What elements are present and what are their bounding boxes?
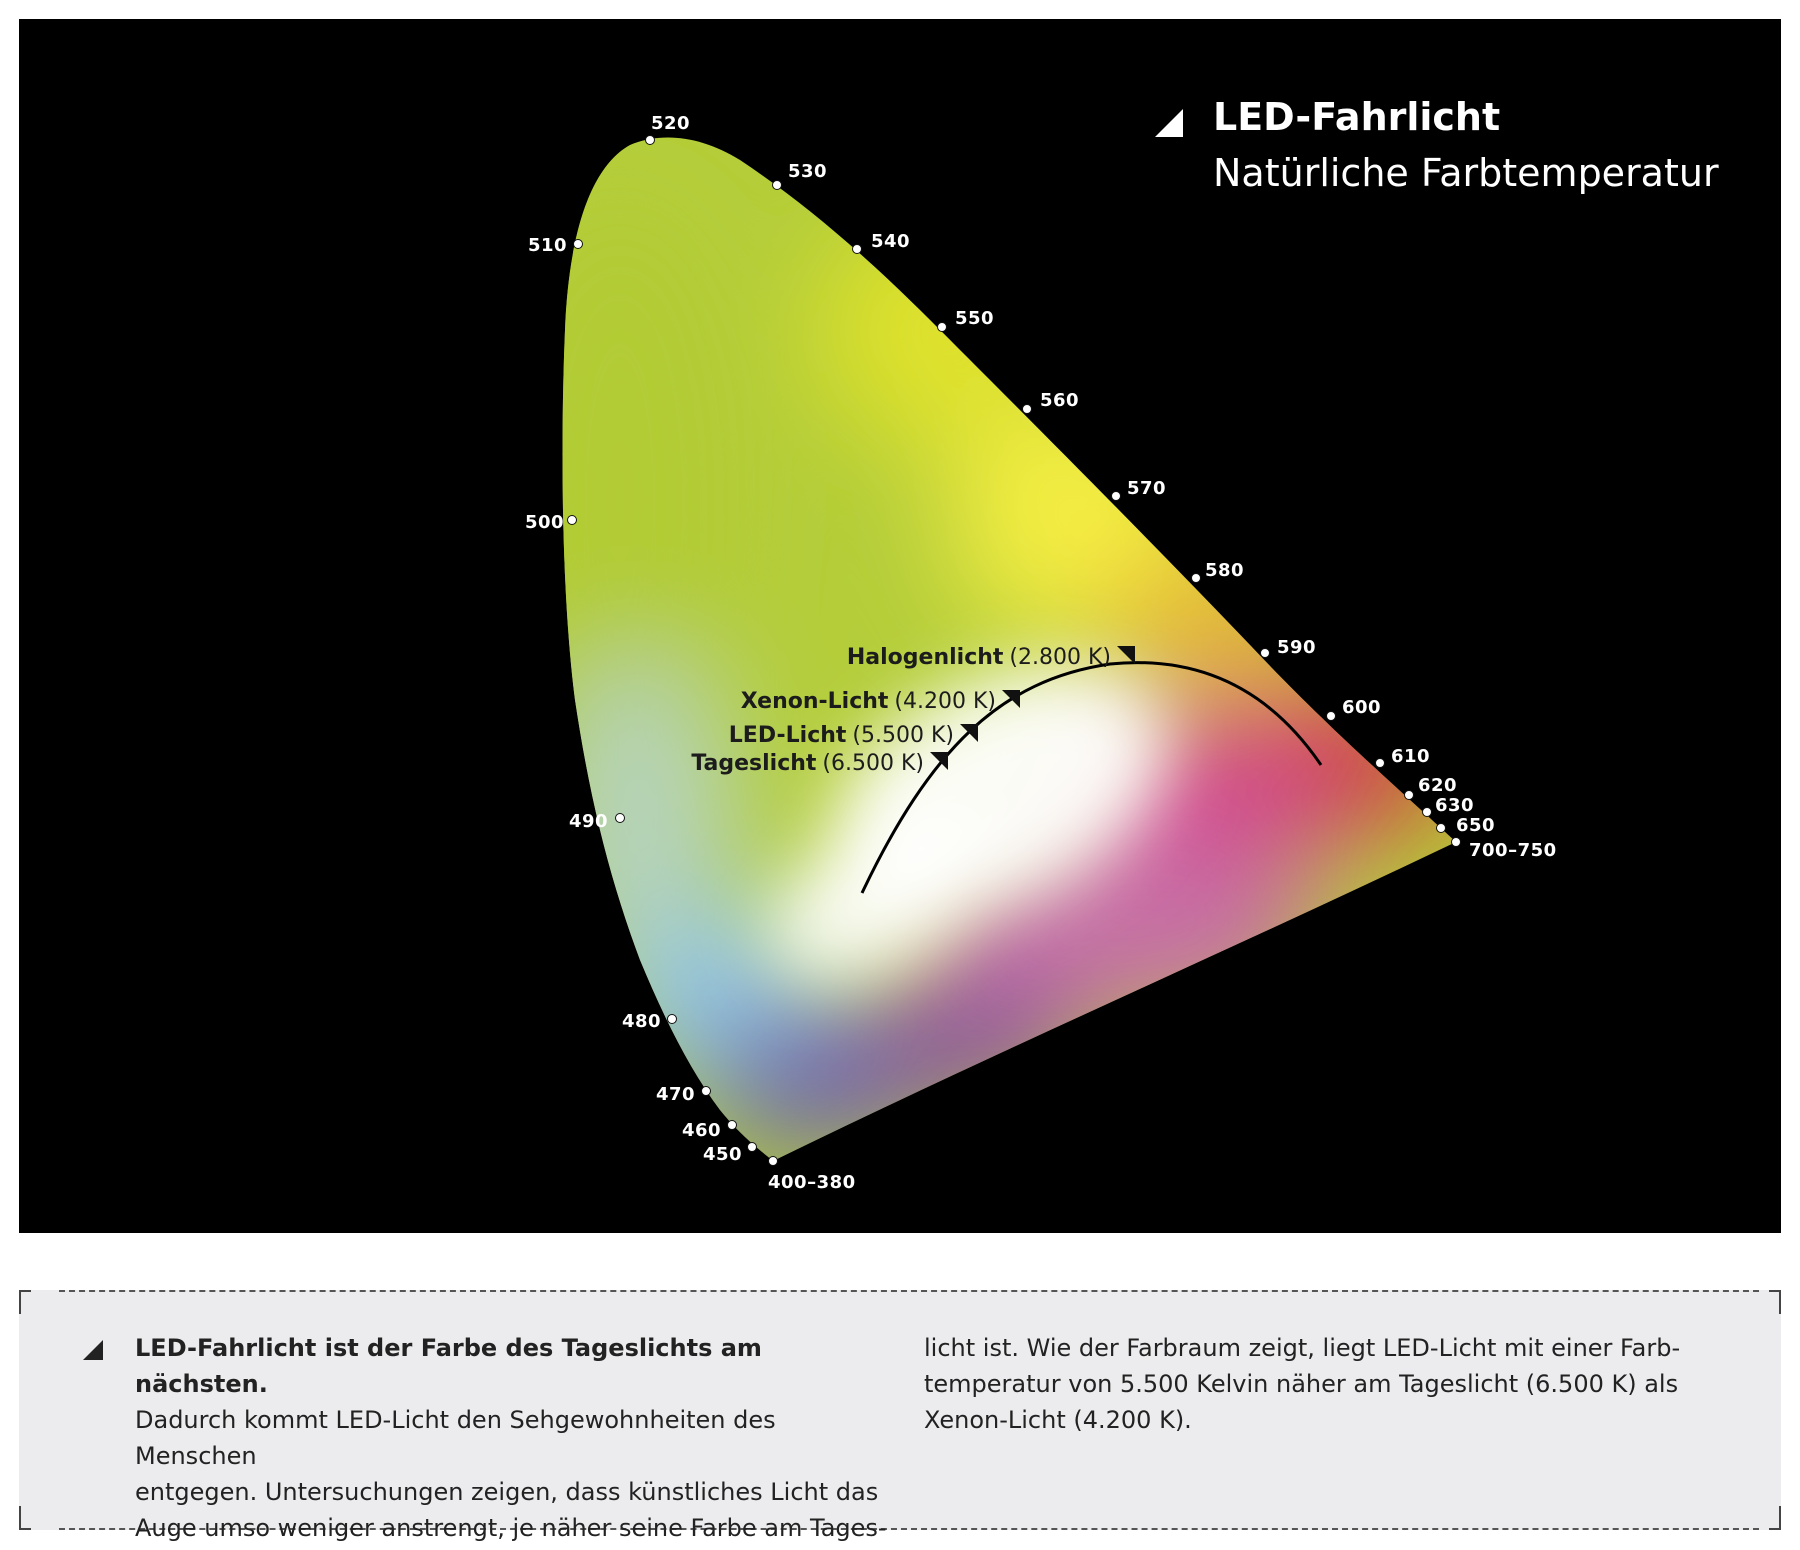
corner-mark [1769,1290,1781,1314]
wavelength-dot [615,813,625,823]
wavelength-dot [1326,711,1336,721]
diagram-subtitle: Natürliche Farbtemperatur [1213,151,1719,195]
wavelength-label: 570 [1127,478,1166,499]
info-line: entgegen. Untersuchungen zeigen, dass kü… [135,1478,879,1506]
led-licht-marker-icon [960,724,978,742]
label-xenon-licht: Xenon-Licht (4.200 K) [741,689,996,714]
info-text-column-1: LED-Fahrlicht ist der Farbe des Tageslic… [135,1330,895,1546]
label-halogenlicht: Halogenlicht (2.800 K) [847,645,1111,670]
wavelength-label: 700–750 [1469,840,1557,861]
wavelength-dot [1111,491,1121,501]
wavelength-dot [727,1120,737,1130]
wavelength-label: 650 [1456,815,1495,836]
info-line: Auge umso weniger anstrengt, je näher se… [135,1514,887,1542]
info-box: LED-Fahrlicht ist der Farbe des Tageslic… [19,1290,1781,1542]
wavelength-label: 560 [1040,390,1079,411]
wavelength-label: 590 [1277,637,1316,658]
wavelength-dot [645,135,655,145]
wavelength-label: 460 [682,1120,721,1141]
wavelength-dot [1404,790,1414,800]
halogenlicht-marker-icon [1117,646,1135,664]
wavelength-dot [1451,837,1461,847]
wavelength-label: 470 [656,1084,695,1105]
wavelength-label: 600 [1342,697,1381,718]
wavelength-label: 550 [955,308,994,329]
wavelength-label: 620 [1418,775,1457,796]
wavelength-dot [1191,573,1201,583]
wavelength-label: 480 [622,1011,661,1032]
info-line: licht ist. Wie der Farbraum zeigt, liegt… [924,1334,1681,1362]
wavelength-label: 490 [569,811,608,832]
planckian-locus [860,661,1323,894]
bottom-dashed-divider [59,1528,1759,1530]
info-line: temperatur von 5.500 Kelvin näher am Tag… [924,1370,1679,1398]
wavelength-label: 510 [528,235,567,256]
corner-mark [1769,1506,1781,1530]
corner-mark [19,1290,31,1314]
info-line: Xenon-Licht (4.200 K). [924,1406,1192,1434]
wavelength-label: 400–380 [768,1172,856,1193]
wavelength-label: 540 [871,231,910,252]
wavelength-label: 580 [1205,560,1244,581]
wavelength-dot [1422,807,1432,817]
wavelength-dot [701,1086,711,1096]
wavelength-dot [747,1142,757,1152]
light-source-labels: Halogenlicht (2.800 K) Xenon-Licht (4.200 … [691,645,1135,776]
wavelength-dot [852,244,862,254]
wavelength-label: 630 [1435,795,1474,816]
wavelength-label: 520 [651,113,690,134]
wavelength-dot [1375,758,1385,768]
wavelength-label: 530 [788,161,827,182]
wavelength-label: 500 [525,512,564,533]
wavelength-dot [772,180,782,190]
wavelength-label: 610 [1391,746,1430,767]
wavelength-dot [1436,823,1446,833]
wavelength-dot [1022,404,1032,414]
wavelength-dot [567,515,577,525]
diagram-title: LED-Fahrlicht [1213,95,1501,139]
info-line: Dadurch kommt LED-Licht den Sehgewohnhei… [135,1406,776,1470]
wavelength-label: 450 [703,1144,742,1165]
label-led-licht: LED-Licht (5.500 K) [729,723,954,748]
top-dashed-divider [59,1290,1759,1292]
tageslicht-marker-icon [930,752,948,770]
corner-mark [19,1506,31,1530]
wavelength-dot [573,239,583,249]
triangle-icon [1155,109,1183,137]
wavelength-dot [768,1156,778,1166]
triangle-bullet-icon [83,1340,103,1360]
wavelength-dot [1260,648,1270,658]
wavelength-dot [667,1014,677,1024]
wavelength-dot [937,322,947,332]
info-text-column-2: licht ist. Wie der Farbraum zeigt, liegt… [924,1330,1704,1438]
info-heading: LED-Fahrlicht ist der Farbe des Tageslic… [135,1334,762,1398]
xenon-licht-marker-icon [1002,690,1020,708]
label-tageslicht: Tageslicht (6.500 K) [691,751,924,776]
